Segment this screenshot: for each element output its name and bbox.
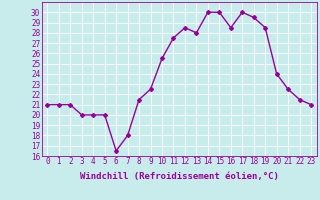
X-axis label: Windchill (Refroidissement éolien,°C): Windchill (Refroidissement éolien,°C) — [80, 172, 279, 181]
